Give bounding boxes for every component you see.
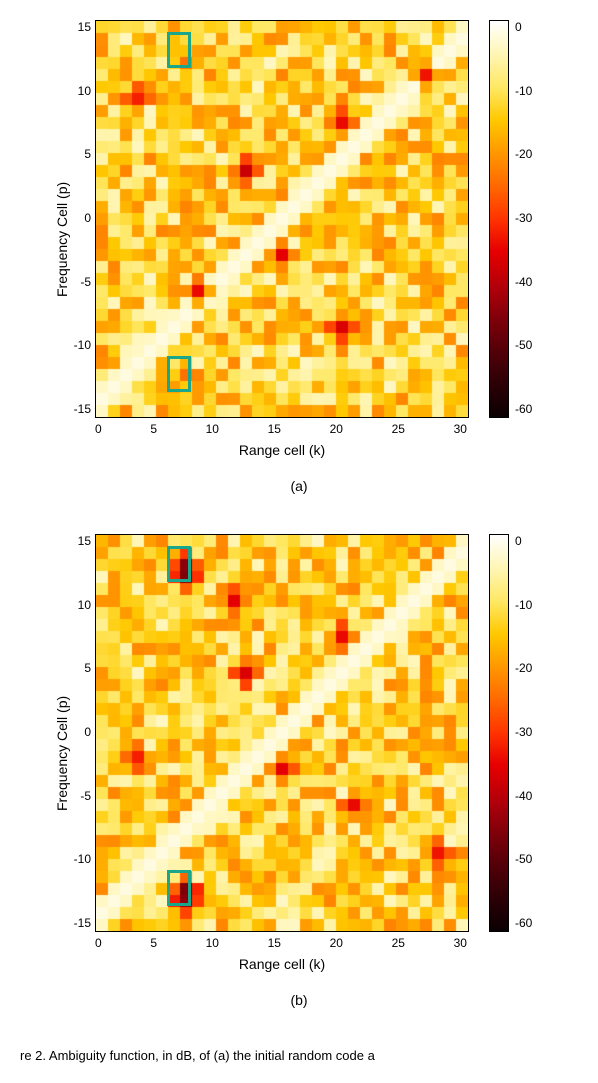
xtick-label: 10 bbox=[206, 936, 219, 950]
ctick-label: -30 bbox=[515, 211, 532, 225]
xticks-b: 0 5 10 15 20 25 30 bbox=[95, 936, 467, 950]
ytick-label: -5 bbox=[74, 789, 91, 803]
plot-area-a: Frequency Cell (p) 151050-5-10-15 051015… bbox=[50, 20, 549, 458]
colorbar-b bbox=[489, 534, 509, 932]
ytick-label: 15 bbox=[74, 534, 91, 548]
ytick-label: 10 bbox=[74, 598, 91, 612]
ctick-label: -30 bbox=[515, 725, 532, 739]
footer-caption: re 2. Ambiguity function, in dB, of (a) … bbox=[20, 1048, 578, 1063]
heatmap-a bbox=[95, 20, 469, 418]
xtick-label: 10 bbox=[206, 422, 219, 436]
xlabel-b: Range cell (k) bbox=[95, 956, 469, 972]
cticks-a: 0 -10 -20 -30 -40 -50 -60 bbox=[509, 20, 532, 416]
xlabel-a: Range cell (k) bbox=[95, 442, 469, 458]
xtick-label: 30 bbox=[454, 936, 467, 950]
ytick-label: 0 bbox=[74, 211, 91, 225]
yticks-b: 15 10 5 0 -5 -10 -15 bbox=[74, 534, 95, 930]
ytick-label: -15 bbox=[74, 402, 91, 416]
heatmap-b bbox=[95, 534, 469, 932]
highlight-box bbox=[167, 870, 191, 906]
colorbar-wrap-a: 0 -10 -20 -30 -40 -50 -60 bbox=[489, 20, 532, 458]
ytick-label: 0 bbox=[74, 725, 91, 739]
ctick-label: -60 bbox=[515, 402, 532, 416]
yticks-a: 15 10 5 0 -5 -10 -15 bbox=[74, 20, 95, 416]
ctick-label: -40 bbox=[515, 275, 532, 289]
ytick-label: -5 bbox=[74, 275, 91, 289]
ctick-label: 0 bbox=[515, 534, 532, 548]
ytick-label: -15 bbox=[74, 916, 91, 930]
caption-a: (a) bbox=[290, 478, 307, 494]
xtick-label: 5 bbox=[150, 422, 157, 436]
highlight-box bbox=[167, 32, 191, 68]
ctick-label: -50 bbox=[515, 338, 532, 352]
ctick-label: 0 bbox=[515, 20, 532, 34]
heatmap-wrap-a bbox=[95, 20, 469, 418]
ctick-label: -10 bbox=[515, 84, 532, 98]
figure-a: Frequency Cell (p) 151050-5-10-15 051015… bbox=[20, 20, 578, 494]
plot-area-b: Frequency Cell (p) 151050-5-10-15 051015… bbox=[50, 534, 549, 972]
xtick-label: 30 bbox=[454, 422, 467, 436]
xtick-label: 0 bbox=[95, 422, 102, 436]
xtick-label: 20 bbox=[330, 936, 343, 950]
ylabel-a: Frequency Cell (p) bbox=[50, 20, 74, 458]
ctick-label: -10 bbox=[515, 598, 532, 612]
cticks-b: 0 -10 -20 -30 -40 -50 -60 bbox=[509, 534, 532, 930]
caption-b: (b) bbox=[290, 992, 307, 1008]
ytick-label: 10 bbox=[74, 84, 91, 98]
xtick-label: 15 bbox=[268, 936, 281, 950]
xtick-label: 25 bbox=[392, 936, 405, 950]
xticks-a: 0 5 10 15 20 25 30 bbox=[95, 422, 467, 436]
xtick-label: 5 bbox=[150, 936, 157, 950]
ytick-label: 5 bbox=[74, 661, 91, 675]
ytick-label: -10 bbox=[74, 338, 91, 352]
xtick-label: 15 bbox=[268, 422, 281, 436]
xtick-label: 0 bbox=[95, 936, 102, 950]
ctick-label: -40 bbox=[515, 789, 532, 803]
colorbar-a bbox=[489, 20, 509, 418]
xtick-label: 20 bbox=[330, 422, 343, 436]
ctick-label: -20 bbox=[515, 147, 532, 161]
ctick-label: -60 bbox=[515, 916, 532, 930]
heatmap-wrap-b bbox=[95, 534, 469, 932]
ytick-label: -10 bbox=[74, 852, 91, 866]
colorbar-wrap-b: 0 -10 -20 -30 -40 -50 -60 bbox=[489, 534, 532, 972]
ctick-label: -50 bbox=[515, 852, 532, 866]
highlight-box bbox=[167, 356, 191, 392]
highlight-box bbox=[167, 546, 191, 582]
ylabel-b: Frequency Cell (p) bbox=[50, 534, 74, 972]
ytick-label: 5 bbox=[74, 147, 91, 161]
xtick-label: 25 bbox=[392, 422, 405, 436]
figure-b: Frequency Cell (p) 151050-5-10-15 051015… bbox=[20, 534, 578, 1008]
ctick-label: -20 bbox=[515, 661, 532, 675]
ytick-label: 15 bbox=[74, 20, 91, 34]
